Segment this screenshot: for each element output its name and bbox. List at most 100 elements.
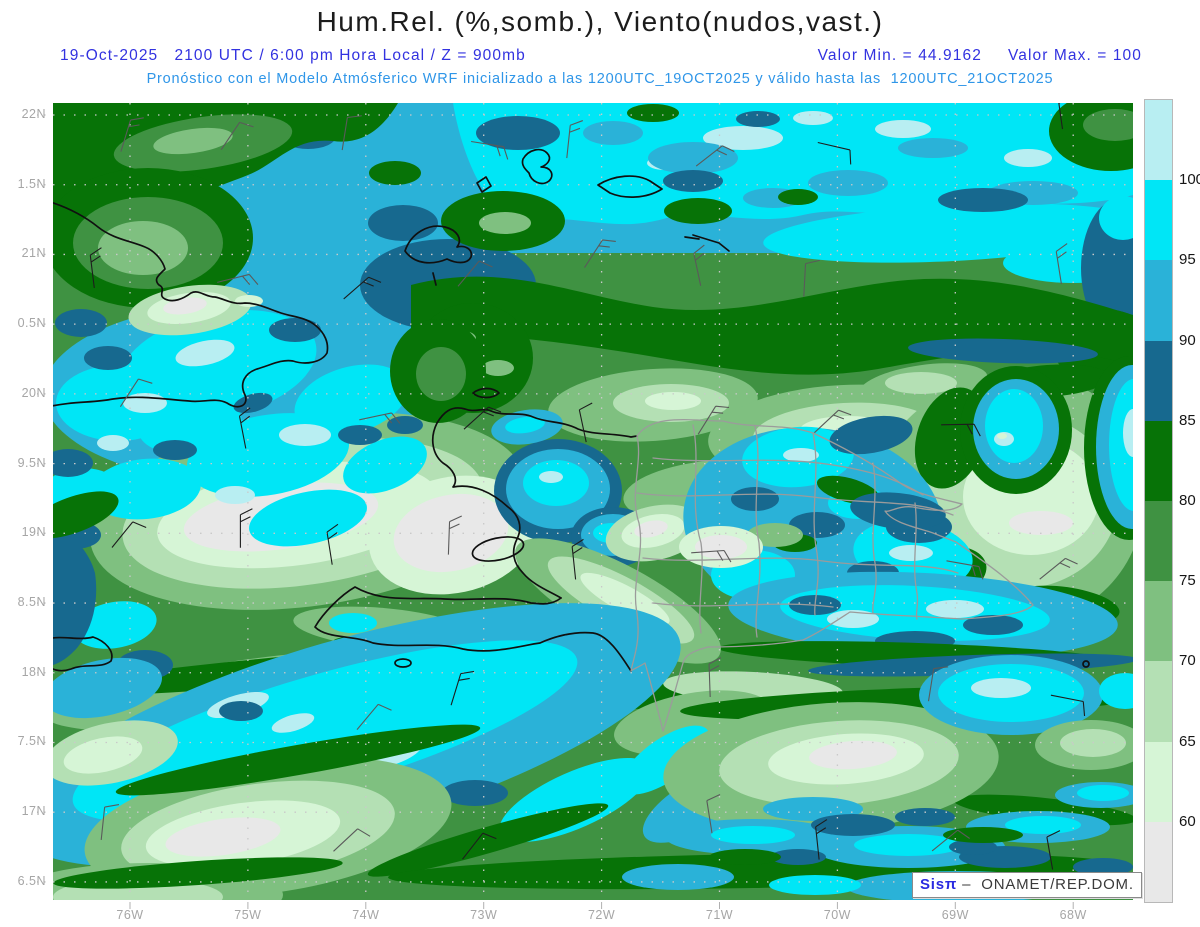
wind-barb [111,521,147,548]
colorbar-tick-label: 90 [1179,331,1196,349]
wind-barb [814,409,852,434]
wind-barb [571,538,584,580]
wind-barb [693,244,705,286]
wind-barb [1046,830,1061,870]
wind-barb [359,412,401,424]
graticule-gridlines [53,103,1133,900]
lat-label: 21N [21,246,46,261]
lat-label: 9.5N [17,455,46,470]
lon-label: 68W [1059,908,1087,922]
wind-barb [566,120,584,159]
wind-barb [341,115,362,151]
wind-barb [706,793,721,834]
wind-barb [120,117,144,152]
header-info-line: 19-Oct-2025 2100 UTC / 6:00 pm Hora Loca… [60,47,1142,65]
wind-barb [217,273,259,285]
wind-barb [1057,103,1070,130]
colorbar-segment [1145,420,1172,501]
colorbar-segment [1145,340,1172,421]
lon-label: 74W [352,908,380,922]
wind-barb [119,378,153,407]
wind-barb [220,121,254,151]
colorbar-segment [1145,741,1172,822]
wind-barb [578,402,593,443]
colorbar-tick-label: 95 [1179,251,1196,269]
humidity-colorbar [1144,99,1173,903]
lon-label: 72W [587,908,616,922]
wind-barb [450,670,475,706]
colorbar-tick-label: 60 [1179,812,1196,830]
watermark-text: – ONAMET/REP.DOM. [957,876,1134,893]
model-info-line: Pronóstico con el Modelo Atmósferico WRF… [146,71,1054,87]
colorbar-segment [1145,500,1172,582]
wind-barb [326,523,339,565]
lat-label: 8.5N [17,595,46,610]
page-title: Hum.Rel. (%,somb.), Viento(nudos,vast.) [316,6,884,37]
lat-label: 20N [21,385,46,400]
lon-label: 76W [116,908,144,922]
wind-barb [333,828,371,852]
datetime-text: 19-Oct-2025 2100 UTC / 6:00 pm Hora Loca… [60,47,526,64]
wind-barb [584,239,616,268]
wind-barb [471,140,509,160]
lon-label: 73W [470,908,498,922]
colorbar-segment [1145,661,1172,742]
wind-barb [695,145,735,167]
colorbar-segment [1145,821,1172,902]
colorbar-segment [1145,260,1172,341]
wind-barb [238,407,251,449]
value-max-text: Valor Max. = 100 [1007,47,1142,64]
wind-barb [100,804,120,840]
wind-barb [1055,243,1068,285]
map-canvas: Sisπ – ONAMET/REP.DOM. [37,103,1142,909]
wind-barb [708,657,722,698]
colorbar-segment [1145,581,1172,662]
wind-barb [927,666,949,702]
wind-barb [89,247,102,288]
lat-label: 1.5N [17,176,46,191]
lat-label: 0.5N [17,316,46,331]
wind-barb [447,515,462,555]
wind-barb [803,259,820,297]
wind-barb [691,549,732,563]
lon-label: 69W [941,908,969,922]
wind-barb [931,829,970,852]
colorbar-tick-label: 70 [1179,652,1196,670]
wind-barb [1039,557,1078,580]
colorbar-tick-label: 100 [1179,171,1200,189]
wind-barb [817,141,852,165]
lon-label: 70W [823,908,851,922]
coastlines [53,148,1090,672]
wind-barb [457,260,493,287]
wind-barb [941,423,981,437]
lat-label: 19N [21,525,46,540]
lat-label: 18N [21,664,46,679]
wind-barb [462,832,497,860]
wind-barb [463,406,502,430]
contour-map-svg [37,103,1133,909]
lon-label: 71W [705,908,734,922]
lat-label: 7.5N [17,734,46,749]
wind-barb [697,405,730,435]
axis-tick-marks [37,114,1074,909]
lon-label: 75W [234,908,262,922]
watermark-box: Sisπ – ONAMET/REP.DOM. [912,872,1142,898]
watermark-brand: Sisπ [920,876,958,893]
wind-barb [946,560,984,580]
colorbar-tick-label: 65 [1179,732,1196,750]
wind-barb [239,508,253,548]
wind-barbs [89,103,1086,870]
value-min-text: Valor Min. = 44.9162 [817,47,982,64]
humidity-contours [53,103,1133,900]
wind-barb [1050,694,1086,717]
wind-barb [343,276,382,300]
colorbar-segment [1145,100,1172,181]
wind-barb [815,819,828,860]
lat-label: 22N [21,107,46,121]
colorbar-tick-label: 75 [1179,572,1196,590]
lat-label: 6.5N [17,873,46,888]
province-borders [630,419,1034,732]
colorbar-tick-label: 85 [1179,411,1196,429]
wind-barb [356,703,392,730]
